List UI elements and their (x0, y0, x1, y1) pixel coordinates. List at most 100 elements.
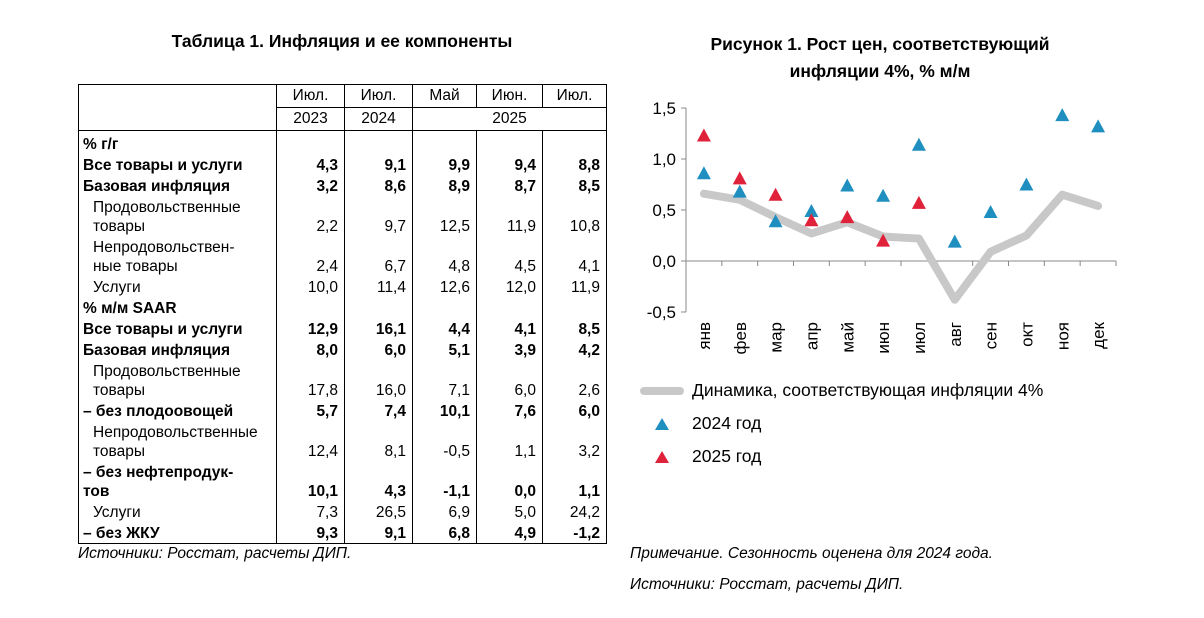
table-row: Продовольственные товары 17,8 16,0 7,1 6,0 2,6 (78, 360, 607, 400)
table-cell: 4,4 (412, 318, 477, 339)
data-point-2024 (696, 166, 711, 180)
table-cell: 9,7 (344, 196, 413, 236)
table-cell: 7,1 (412, 360, 477, 400)
row-label: Непродовольствен-ные товары (78, 236, 277, 276)
table-cell: 3,2 (542, 421, 607, 461)
table-cell: 11,4 (344, 276, 413, 297)
table-cell: 6,0 (542, 400, 607, 421)
table-cell: -0,5 (412, 421, 477, 461)
table-cell: 4,5 (476, 236, 543, 276)
data-point-2024 (911, 137, 926, 151)
header-month: Июл. (344, 84, 413, 108)
data-point-2024 (876, 188, 891, 202)
table-cell: 10,8 (542, 196, 607, 236)
table-cell: 6,8 (412, 522, 477, 544)
table-cell (344, 130, 413, 154)
table-cell: 1,1 (542, 461, 607, 501)
table-cell: 5,1 (412, 339, 477, 360)
header-year: 2023 (276, 107, 345, 131)
row-label: – без нефтепродук-тов (78, 461, 277, 501)
row-label: – без ЖКУ (78, 522, 277, 544)
table-cell: 24,2 (542, 501, 607, 522)
table-cell: 8,5 (542, 318, 607, 339)
table-cell (476, 130, 543, 154)
legend-item-2025: 2025 год (640, 440, 1043, 473)
y-tick-label: 1,0 (652, 150, 676, 169)
data-point-2024 (732, 184, 747, 198)
data-point-2025 (732, 171, 747, 185)
table-row: Базовая инфляция 8,0 6,0 5,1 3,9 4,2 (78, 339, 607, 360)
data-point-2025 (804, 213, 819, 227)
table-header-years: 2023 2024 2025 (79, 107, 607, 131)
data-point-2024 (768, 214, 783, 228)
data-point-2024 (804, 204, 819, 218)
table-cell: 6,9 (412, 501, 477, 522)
data-point-2025 (840, 210, 855, 224)
table-cell: 3,9 (476, 339, 543, 360)
table-row: Непродовольствен-ные товары 2,4 6,7 4,8 4,5 4… (78, 236, 607, 276)
table-cell: 12,0 (476, 276, 543, 297)
table-row: % г/г (78, 130, 607, 154)
table-cell: 9,4 (476, 154, 543, 175)
header-year: 2024 (344, 107, 413, 131)
table-cell: 8,9 (412, 175, 477, 196)
y-tick-label: -0,5 (647, 303, 676, 322)
x-tick-label: май (838, 322, 857, 353)
table-cell: 8,0 (276, 339, 345, 360)
row-label: Базовая инфляция (78, 339, 277, 360)
row-label: – без плодоовощей (78, 400, 277, 421)
row-label: Услуги (78, 276, 277, 297)
data-point-2025 (876, 233, 891, 247)
table-cell: 10,1 (276, 461, 345, 501)
table-cell: 12,9 (276, 318, 345, 339)
table-row: Услуги 10,0 11,4 12,6 12,0 11,9 (78, 276, 607, 297)
table-cell: 16,1 (344, 318, 413, 339)
triangle-icon (640, 417, 684, 430)
table-title: Таблица 1. Инфляция и ее компоненты (171, 31, 513, 51)
row-label: Продовольственные товары (78, 360, 277, 400)
table-cell: 0,0 (476, 461, 543, 501)
table-cell: 17,8 (276, 360, 345, 400)
table-cell: 8,1 (344, 421, 413, 461)
table-row: – без ЖКУ 9,3 9,1 6,8 4,9 -1,2 (78, 522, 607, 544)
data-point-2025 (911, 195, 926, 209)
x-tick-label: сен (982, 322, 1001, 349)
legend-item-2024: 2024 год (640, 407, 1043, 440)
header-year: 2025 (412, 107, 607, 131)
table-cell: 8,5 (542, 175, 607, 196)
figure-title-line: инфляции 4%, % м/м (789, 61, 971, 81)
table-cell: -1,2 (542, 522, 607, 544)
figure-source: Источники: Росстат, расчеты ДИП. (630, 576, 904, 593)
row-label: Непродовольственные товары (78, 421, 277, 461)
table-cell: 6,7 (344, 236, 413, 276)
data-point-2024 (1055, 108, 1070, 122)
table-cell: 4,2 (542, 339, 607, 360)
y-tick-label: 0,5 (652, 201, 676, 220)
table-cell: 8,8 (542, 154, 607, 175)
row-label: % м/м SAAR (78, 297, 277, 318)
series-line (699, 189, 1103, 304)
table-row: – без нефтепродук-тов 10,1 4,3 -1,1 0,0 1,1 (78, 461, 607, 501)
table-cell (412, 297, 477, 318)
triangle-icon (640, 450, 684, 463)
table-row: – без плодоовощей 5,7 7,4 10,1 7,6 6,0 (78, 400, 607, 421)
table-cell: 5,0 (476, 501, 543, 522)
figure-title-line: Рисунок 1. Рост цен, соответствующий (710, 34, 1050, 54)
table-cell: 4,9 (476, 522, 543, 544)
table-cell: 10,0 (276, 276, 345, 297)
legend-label: 2024 год (692, 413, 762, 433)
table-cell: 5,7 (276, 400, 345, 421)
row-label: Продовольственные товары (78, 196, 277, 236)
y-tick-label: 0,0 (652, 252, 676, 271)
table-cell: 9,1 (344, 154, 413, 175)
table-header-months: Июл. Июл. Май Июн. Июл. (78, 84, 607, 131)
table-cell: 9,3 (276, 522, 345, 544)
table-cell (412, 130, 477, 154)
table-cell (276, 297, 345, 318)
data-point-2024 (983, 205, 998, 219)
header-month: Июн. (476, 84, 543, 108)
table-cell: 3,2 (276, 175, 345, 196)
table-cell: 2,6 (542, 360, 607, 400)
x-tick-label: июн (874, 322, 893, 354)
figure-title: Рисунок 1. Рост цен, соответствующий инф… (630, 31, 1130, 85)
